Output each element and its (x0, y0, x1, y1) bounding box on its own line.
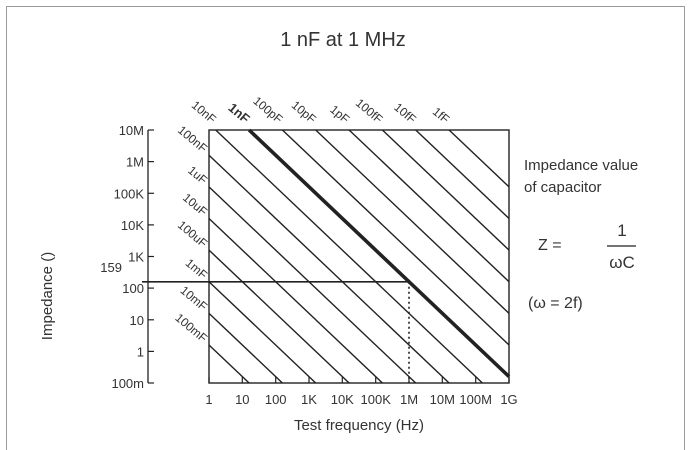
x-tick-label: 1M (400, 392, 418, 407)
y-tick-label: 100m (111, 376, 144, 391)
plot-area-border (208, 129, 510, 384)
y-tick-label: 100 (122, 281, 144, 296)
capacitance-line-1pf (348, 129, 510, 283)
capacitance-label-10nf: 10nF (189, 98, 219, 126)
x-axis-ticks: 1 10 100 1K 10K 100K 1M 10M 100M 1G (205, 377, 518, 407)
y-tick-label: 100K (114, 186, 145, 201)
capacitance-label-10mf: 10mF (178, 283, 211, 313)
capacitance-label-10uf: 10uF (180, 190, 210, 218)
formula-numerator: 1 (617, 221, 626, 240)
y-tick-label: 1 (137, 344, 144, 359)
capacitance-line-100pf (281, 129, 510, 346)
capacitance-label-100pf: 100pF (250, 94, 285, 127)
capacitance-label-10ff: 10fF (391, 100, 418, 126)
x-tick-label: 1G (500, 392, 517, 407)
formula-lhs: Z = (538, 237, 562, 254)
capacitance-line-1nf (247, 128, 511, 378)
capacitance-label-1mf: 1mF (183, 256, 210, 282)
capacitance-label-1ff: 1fF (430, 104, 452, 126)
y-axis-ticks: 100m 1 10 100 1K 10K 100K 1M 10M (111, 123, 154, 391)
capacitance-line-10mf (208, 312, 283, 384)
y-tick-label: 10 (130, 313, 144, 328)
capacitance-label-1pf: 1pF (327, 102, 352, 126)
capacitance-line-1mf (208, 281, 317, 384)
capacitance-line-10nf (215, 129, 483, 384)
capacitance-label-10pf: 10pF (289, 98, 319, 126)
capacitor-formula: Impedance value of capacitor Z = 1 ωC (ω… (524, 157, 638, 312)
capacitance-line-10ff (415, 129, 510, 220)
annotation-impedance-label: 159 (100, 260, 122, 275)
capacitance-label-1nf: 1nF (225, 100, 252, 126)
y-tick-label: 10K (121, 218, 144, 233)
annotation-159-ohm: 159 (100, 260, 410, 383)
capacitance-line-1uf (208, 186, 417, 384)
capacitance-line-10pf (315, 129, 510, 314)
capacitance-line-100uf (208, 249, 350, 384)
capacitance-label-100nf: 100nF (175, 123, 210, 156)
y-axis-label: Impedance () (39, 252, 56, 340)
x-tick-label: 1 (205, 392, 212, 407)
formula-omega-definition: (ω = 2f) (528, 295, 583, 312)
x-tick-label: 10K (331, 392, 354, 407)
capacitance-line-100mf (208, 344, 250, 384)
formula-heading-line1: Impedance value (524, 157, 638, 174)
chart-frame (6, 6, 685, 450)
x-tick-label: 1K (301, 392, 317, 407)
formula-heading-line2: of capacitor (524, 179, 602, 196)
capacitance-label-100uf: 100uF (175, 218, 210, 251)
chart-title: 1 nF at 1 MHz (280, 29, 406, 51)
formula-denominator: ωC (609, 253, 635, 272)
capacitance-lines (208, 128, 511, 384)
y-tick-label: 10M (119, 123, 144, 138)
capacitance-label-100ff: 100fF (353, 96, 386, 126)
capacitance-line-10uf (208, 217, 383, 384)
y-tick-label: 1K (128, 250, 144, 265)
x-tick-label: 100 (265, 392, 287, 407)
x-tick-label: 100M (459, 392, 492, 407)
capacitance-label-100mf: 100mF (172, 311, 210, 346)
capacitance-line-100nf (208, 154, 450, 384)
x-tick-label: 100K (361, 392, 392, 407)
capacitance-label-1uf: 1uF (185, 163, 210, 187)
x-tick-label: 10M (430, 392, 455, 407)
capacitance-line-100ff (381, 129, 510, 251)
x-axis-label: Test frequency (Hz) (294, 417, 424, 434)
x-tick-label: 10 (235, 392, 249, 407)
y-tick-label: 1M (126, 155, 144, 170)
capacitance-line-1ff (448, 129, 510, 188)
